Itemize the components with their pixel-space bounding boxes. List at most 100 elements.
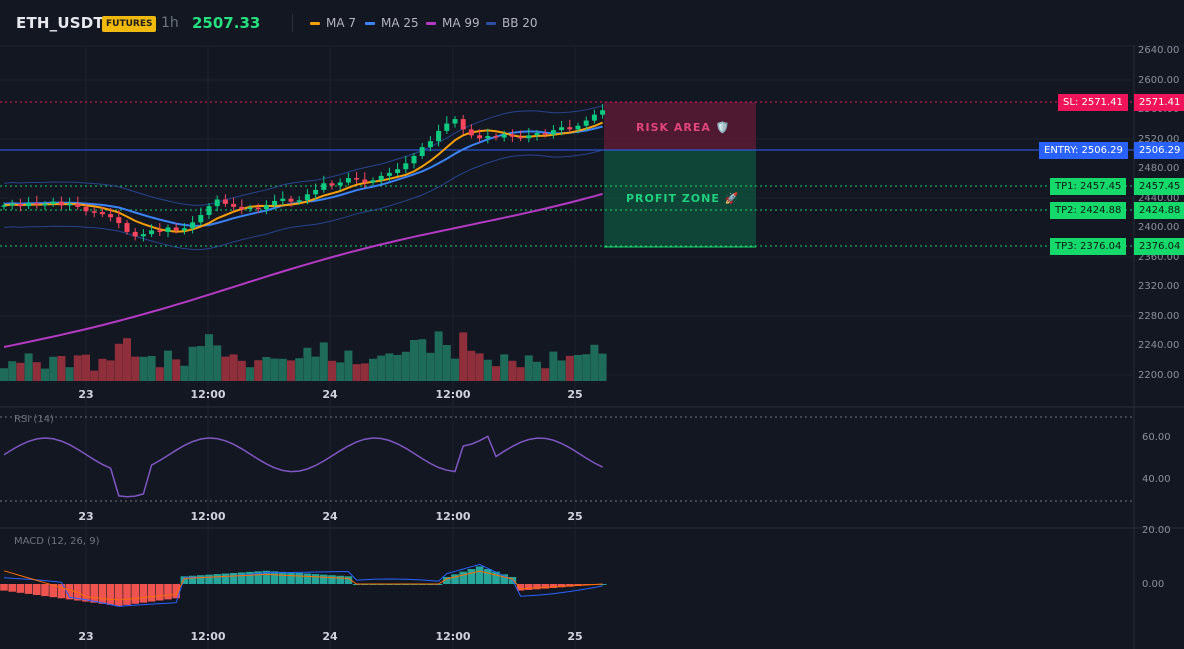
macd-hist-bar xyxy=(525,584,533,590)
candle-body xyxy=(247,207,253,210)
tp1-tag[interactable]: TP1: 2457.45 xyxy=(1050,178,1127,195)
candle-body xyxy=(509,134,515,137)
bb-band xyxy=(3,105,603,206)
macd-hist-bar xyxy=(147,584,156,602)
candle-body xyxy=(460,119,466,130)
macd-hist-bar xyxy=(180,576,189,584)
macd-hist-bar xyxy=(566,584,574,587)
legend-bb20[interactable]: BB 20 xyxy=(486,16,538,30)
volume-bar xyxy=(106,360,115,381)
macd-hist-bar xyxy=(311,574,320,584)
volume-bar xyxy=(598,353,607,381)
candle-body xyxy=(83,206,89,212)
time-tick: 12:00 xyxy=(190,388,226,401)
candle-body xyxy=(395,169,401,173)
candle-body xyxy=(452,119,458,124)
candle-body xyxy=(198,214,204,223)
candle-body xyxy=(526,135,532,139)
volume-bar xyxy=(0,368,8,381)
candle-body xyxy=(304,194,310,201)
candle-body xyxy=(370,180,376,183)
volume-bar xyxy=(123,338,131,381)
volume-bar xyxy=(65,367,74,381)
candle-body xyxy=(321,183,327,190)
macd-hist-bar xyxy=(229,573,238,584)
tp3-tag[interactable]: TP3: 2376.04 xyxy=(1050,238,1127,255)
risk-area-label: RISK AREA 🛡️ xyxy=(636,121,731,134)
candle-body xyxy=(378,175,384,181)
legend-ma7[interactable]: MA 7 xyxy=(310,16,356,30)
entry-tag[interactable]: ENTRY: 2506.29 xyxy=(1039,142,1128,159)
ma25-swatch xyxy=(365,21,375,25)
macd-histogram xyxy=(0,566,607,606)
macd-hist-bar xyxy=(459,571,467,584)
volume-bar xyxy=(442,345,451,381)
legend-ma25[interactable]: MA 25 xyxy=(365,16,419,30)
volume-bar xyxy=(237,360,246,381)
rsi-line xyxy=(3,435,603,498)
macd-hist-bar xyxy=(0,584,8,591)
macd-hist-bar xyxy=(475,566,484,584)
candle-body xyxy=(591,114,597,121)
macd-hist-bar xyxy=(500,574,508,584)
macd-hist-bar xyxy=(344,576,353,584)
futures-badge: FUTURES xyxy=(102,16,157,32)
volume-bar xyxy=(500,354,509,381)
macd-hist-bar xyxy=(467,569,476,584)
candle-body xyxy=(108,214,114,218)
macd-hist-bar xyxy=(82,584,90,602)
volume-bar xyxy=(196,346,205,381)
legend-ma99[interactable]: MA 99 xyxy=(426,16,480,30)
candle-body xyxy=(9,203,15,206)
candle-body xyxy=(534,133,540,136)
macd-hist-bar xyxy=(254,571,262,584)
macd-hist-bar xyxy=(57,584,66,599)
macd-hist-bar xyxy=(451,574,459,584)
volume-bar xyxy=(278,358,287,381)
candle-body xyxy=(239,206,245,210)
candle-body xyxy=(58,201,64,206)
symbol-label[interactable]: ETH_USDT xyxy=(16,14,104,32)
volume-bar xyxy=(73,355,82,381)
rsi-title[interactable]: RSI (14) xyxy=(14,414,54,425)
macd-title[interactable]: MACD (12, 26, 9) xyxy=(14,536,100,547)
macd-hist-bar xyxy=(164,584,172,600)
legend-ma25-label: MA 25 xyxy=(381,16,419,30)
candle-body xyxy=(173,227,179,231)
candle-body xyxy=(501,134,507,138)
volume-bar xyxy=(336,362,345,381)
time-tick: 12:00 xyxy=(190,630,226,643)
sl-tag[interactable]: SL: 2571.41 xyxy=(1058,94,1128,111)
candle-body xyxy=(190,222,196,229)
tp2-tag[interactable]: TP2: 2424.88 xyxy=(1050,202,1127,219)
volume-bar xyxy=(221,356,230,381)
volume-bar xyxy=(229,354,238,381)
macd-hist-bar xyxy=(90,584,98,603)
tp3-axis-tag: 2376.04 xyxy=(1134,238,1184,255)
price-tick: 2280.00 xyxy=(1138,311,1180,322)
macd-hist-bar xyxy=(33,584,41,595)
candle-body xyxy=(222,199,228,204)
ma7-swatch xyxy=(310,21,320,25)
volume-bar xyxy=(213,345,222,381)
candlestick-series xyxy=(1,103,606,242)
macd-hist-bar xyxy=(516,584,525,591)
price-tick: 2600.00 xyxy=(1138,75,1180,86)
macd-hist-bar xyxy=(287,572,295,584)
volume-bar xyxy=(270,358,279,381)
risk-area-zone xyxy=(604,102,756,150)
volume-bar xyxy=(205,334,213,381)
time-tick: 25 xyxy=(567,510,583,523)
macd-hist-bar xyxy=(188,575,197,584)
macd-hist-bar xyxy=(16,584,25,593)
macd-hist-bar xyxy=(549,584,558,588)
candle-body xyxy=(1,205,7,207)
interval-label[interactable]: 1h xyxy=(161,15,179,31)
volume-bar xyxy=(426,352,435,381)
candle-body xyxy=(362,179,368,183)
volume-bar xyxy=(41,368,49,381)
time-tick: 24 xyxy=(322,510,338,523)
tp1-axis-tag: 2457.45 xyxy=(1134,178,1184,195)
volume-bar xyxy=(369,358,377,381)
